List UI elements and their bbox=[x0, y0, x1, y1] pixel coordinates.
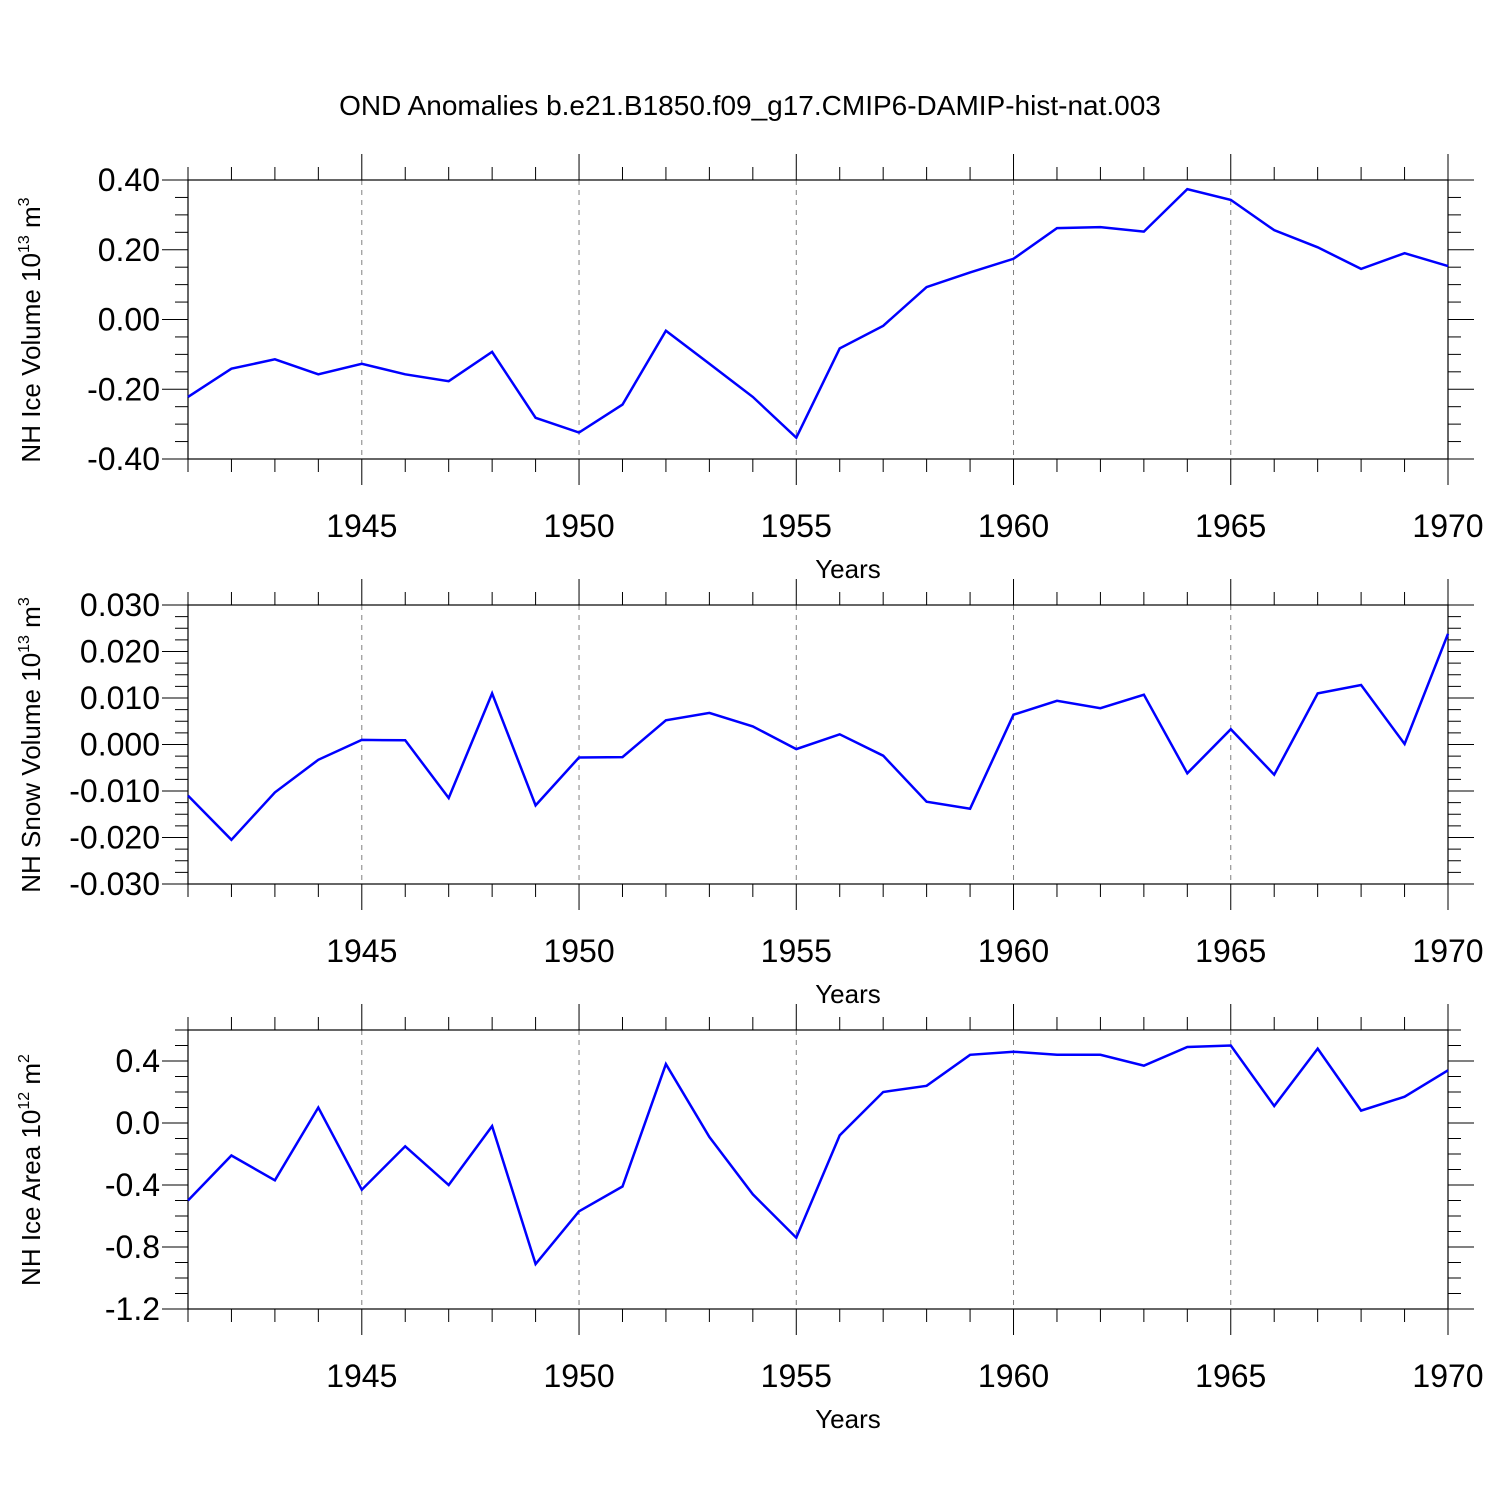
y-tick-label: -0.40 bbox=[87, 441, 160, 477]
y-tick-label: 0.010 bbox=[80, 680, 160, 716]
panel-1: 0.40 0.20 0.00 -0.20 -0.40 1945 1950 1955 1960 19… bbox=[16, 154, 1484, 584]
y-tick-label: 0.4 bbox=[116, 1043, 160, 1079]
x-tick-label: 1955 bbox=[761, 933, 832, 969]
x-tick-label: 1955 bbox=[761, 508, 832, 544]
x-tick-label: 1960 bbox=[978, 933, 1049, 969]
y-tick-label: -0.8 bbox=[105, 1229, 160, 1265]
x-tick-label: 1960 bbox=[978, 1358, 1049, 1394]
y-tick-label: 0.20 bbox=[98, 232, 160, 268]
y-axis-label: NH Snow Volume 1013 m3 bbox=[16, 597, 46, 893]
y-axis-label: NH Ice Volume 1013 m3 bbox=[16, 197, 46, 462]
x-tick-label: 1970 bbox=[1412, 1358, 1483, 1394]
y-tick-label: -0.20 bbox=[87, 371, 160, 407]
x-axis-label: Years bbox=[815, 554, 881, 584]
y-tick-label: -0.4 bbox=[105, 1167, 160, 1203]
y-tick-label: -0.030 bbox=[69, 866, 160, 902]
x-tick-label: 1950 bbox=[543, 933, 614, 969]
x-tick-label: 1970 bbox=[1412, 508, 1483, 544]
x-axis-label: Years bbox=[815, 1404, 881, 1434]
panel-2: 0.030 0.020 0.010 0.000 -0.010 -0.020 -0.030 19… bbox=[16, 579, 1484, 1009]
y-tick-label: 0.00 bbox=[98, 302, 160, 338]
y-tick-label: -0.010 bbox=[69, 773, 160, 809]
x-tick-label: 1965 bbox=[1195, 933, 1266, 969]
series-line bbox=[187, 187, 1449, 440]
y-tick-label: -0.020 bbox=[69, 820, 160, 856]
x-tick-label: 1960 bbox=[978, 508, 1049, 544]
series-line bbox=[187, 1044, 1449, 1267]
panel-3: 0.4 0.0 -0.4 -0.8 -1.2 1945 1950 1955 1960 1965 19… bbox=[16, 1004, 1484, 1434]
y-tick-label: -1.2 bbox=[105, 1291, 160, 1327]
plot-frame bbox=[187, 1029, 1449, 1310]
y-tick-label: 0.40 bbox=[98, 162, 160, 198]
x-tick-label: 1970 bbox=[1412, 933, 1483, 969]
x-tick-label: 1950 bbox=[543, 508, 614, 544]
series-line bbox=[187, 633, 1450, 842]
y-tick-label: 0.000 bbox=[80, 727, 160, 763]
plot-frame bbox=[187, 179, 1449, 460]
x-tick-label: 1945 bbox=[326, 933, 397, 969]
x-tick-label: 1965 bbox=[1195, 1358, 1266, 1394]
x-tick-label: 1955 bbox=[761, 1358, 832, 1394]
y-tick-label: 0.030 bbox=[80, 587, 160, 623]
y-tick-label: 0.020 bbox=[80, 634, 160, 670]
chart-title: OND Anomalies b.e21.B1850.f09_g17.CMIP6-… bbox=[339, 90, 1161, 121]
x-tick-label: 1945 bbox=[326, 1358, 397, 1394]
x-tick-label: 1950 bbox=[543, 1358, 614, 1394]
y-axis-label: NH Ice Area 1012 m2 bbox=[16, 1054, 46, 1286]
x-tick-label: 1965 bbox=[1195, 508, 1266, 544]
x-tick-label: 1945 bbox=[326, 508, 397, 544]
plot-frame bbox=[187, 604, 1449, 885]
y-tick-label: 0.0 bbox=[116, 1105, 160, 1141]
x-axis-label: Years bbox=[815, 979, 881, 1009]
